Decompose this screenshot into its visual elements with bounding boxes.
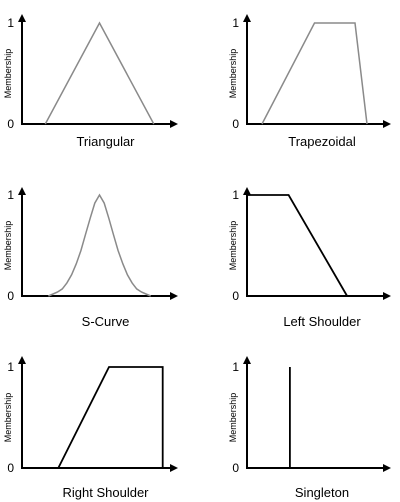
trapezoidal-curve bbox=[261, 22, 368, 125]
y-axis-label: Membership bbox=[228, 221, 238, 271]
tick-label-0: 0 bbox=[232, 461, 239, 475]
right-shoulder-curve bbox=[57, 366, 164, 469]
tick-label-1: 1 bbox=[232, 188, 239, 202]
caption-singleton: Singleton bbox=[295, 485, 349, 500]
y-axis-label: Membership bbox=[3, 49, 13, 99]
tick-label-0: 0 bbox=[7, 461, 14, 475]
tick-label-0: 0 bbox=[232, 289, 239, 303]
y-axis-label: Membership bbox=[3, 221, 13, 271]
tick-label-1: 1 bbox=[232, 360, 239, 374]
panel-right-shoulder: 0 1 Membership Right Shoulder bbox=[3, 356, 178, 500]
y-axis-label: Membership bbox=[228, 49, 238, 99]
panel-singleton: 0 1 Membership Singleton bbox=[228, 356, 391, 500]
caption-trapezoidal: Trapezoidal bbox=[288, 134, 356, 149]
tick-label-1: 1 bbox=[7, 16, 14, 30]
tick-label-1: 1 bbox=[7, 360, 14, 374]
panel-left-shoulder: 0 1 Membership Left Shoulder bbox=[228, 187, 391, 329]
tick-label-1: 1 bbox=[7, 188, 14, 202]
caption-left-shoulder: Left Shoulder bbox=[283, 314, 361, 329]
s-curve-curve bbox=[48, 193, 151, 297]
caption-right-shoulder: Right Shoulder bbox=[63, 485, 150, 500]
y-axis-label: Membership bbox=[3, 393, 13, 443]
panel-trapezoidal: 0 1 Membership Trapezoidal bbox=[228, 14, 391, 149]
caption-s-curve: S-Curve bbox=[82, 314, 130, 329]
panel-triangular: 0 1 Membership Triangular bbox=[3, 14, 178, 149]
tick-label-0: 0 bbox=[7, 289, 14, 303]
left-shoulder-curve bbox=[247, 194, 348, 297]
panel-s-curve: 0 1 Membership S-Curve bbox=[3, 187, 178, 329]
tick-label-1: 1 bbox=[232, 16, 239, 30]
tick-label-0: 0 bbox=[232, 117, 239, 131]
triangular-curve bbox=[44, 21, 155, 125]
caption-triangular: Triangular bbox=[76, 134, 135, 149]
tick-label-0: 0 bbox=[7, 117, 14, 131]
y-axis-label: Membership bbox=[228, 393, 238, 443]
